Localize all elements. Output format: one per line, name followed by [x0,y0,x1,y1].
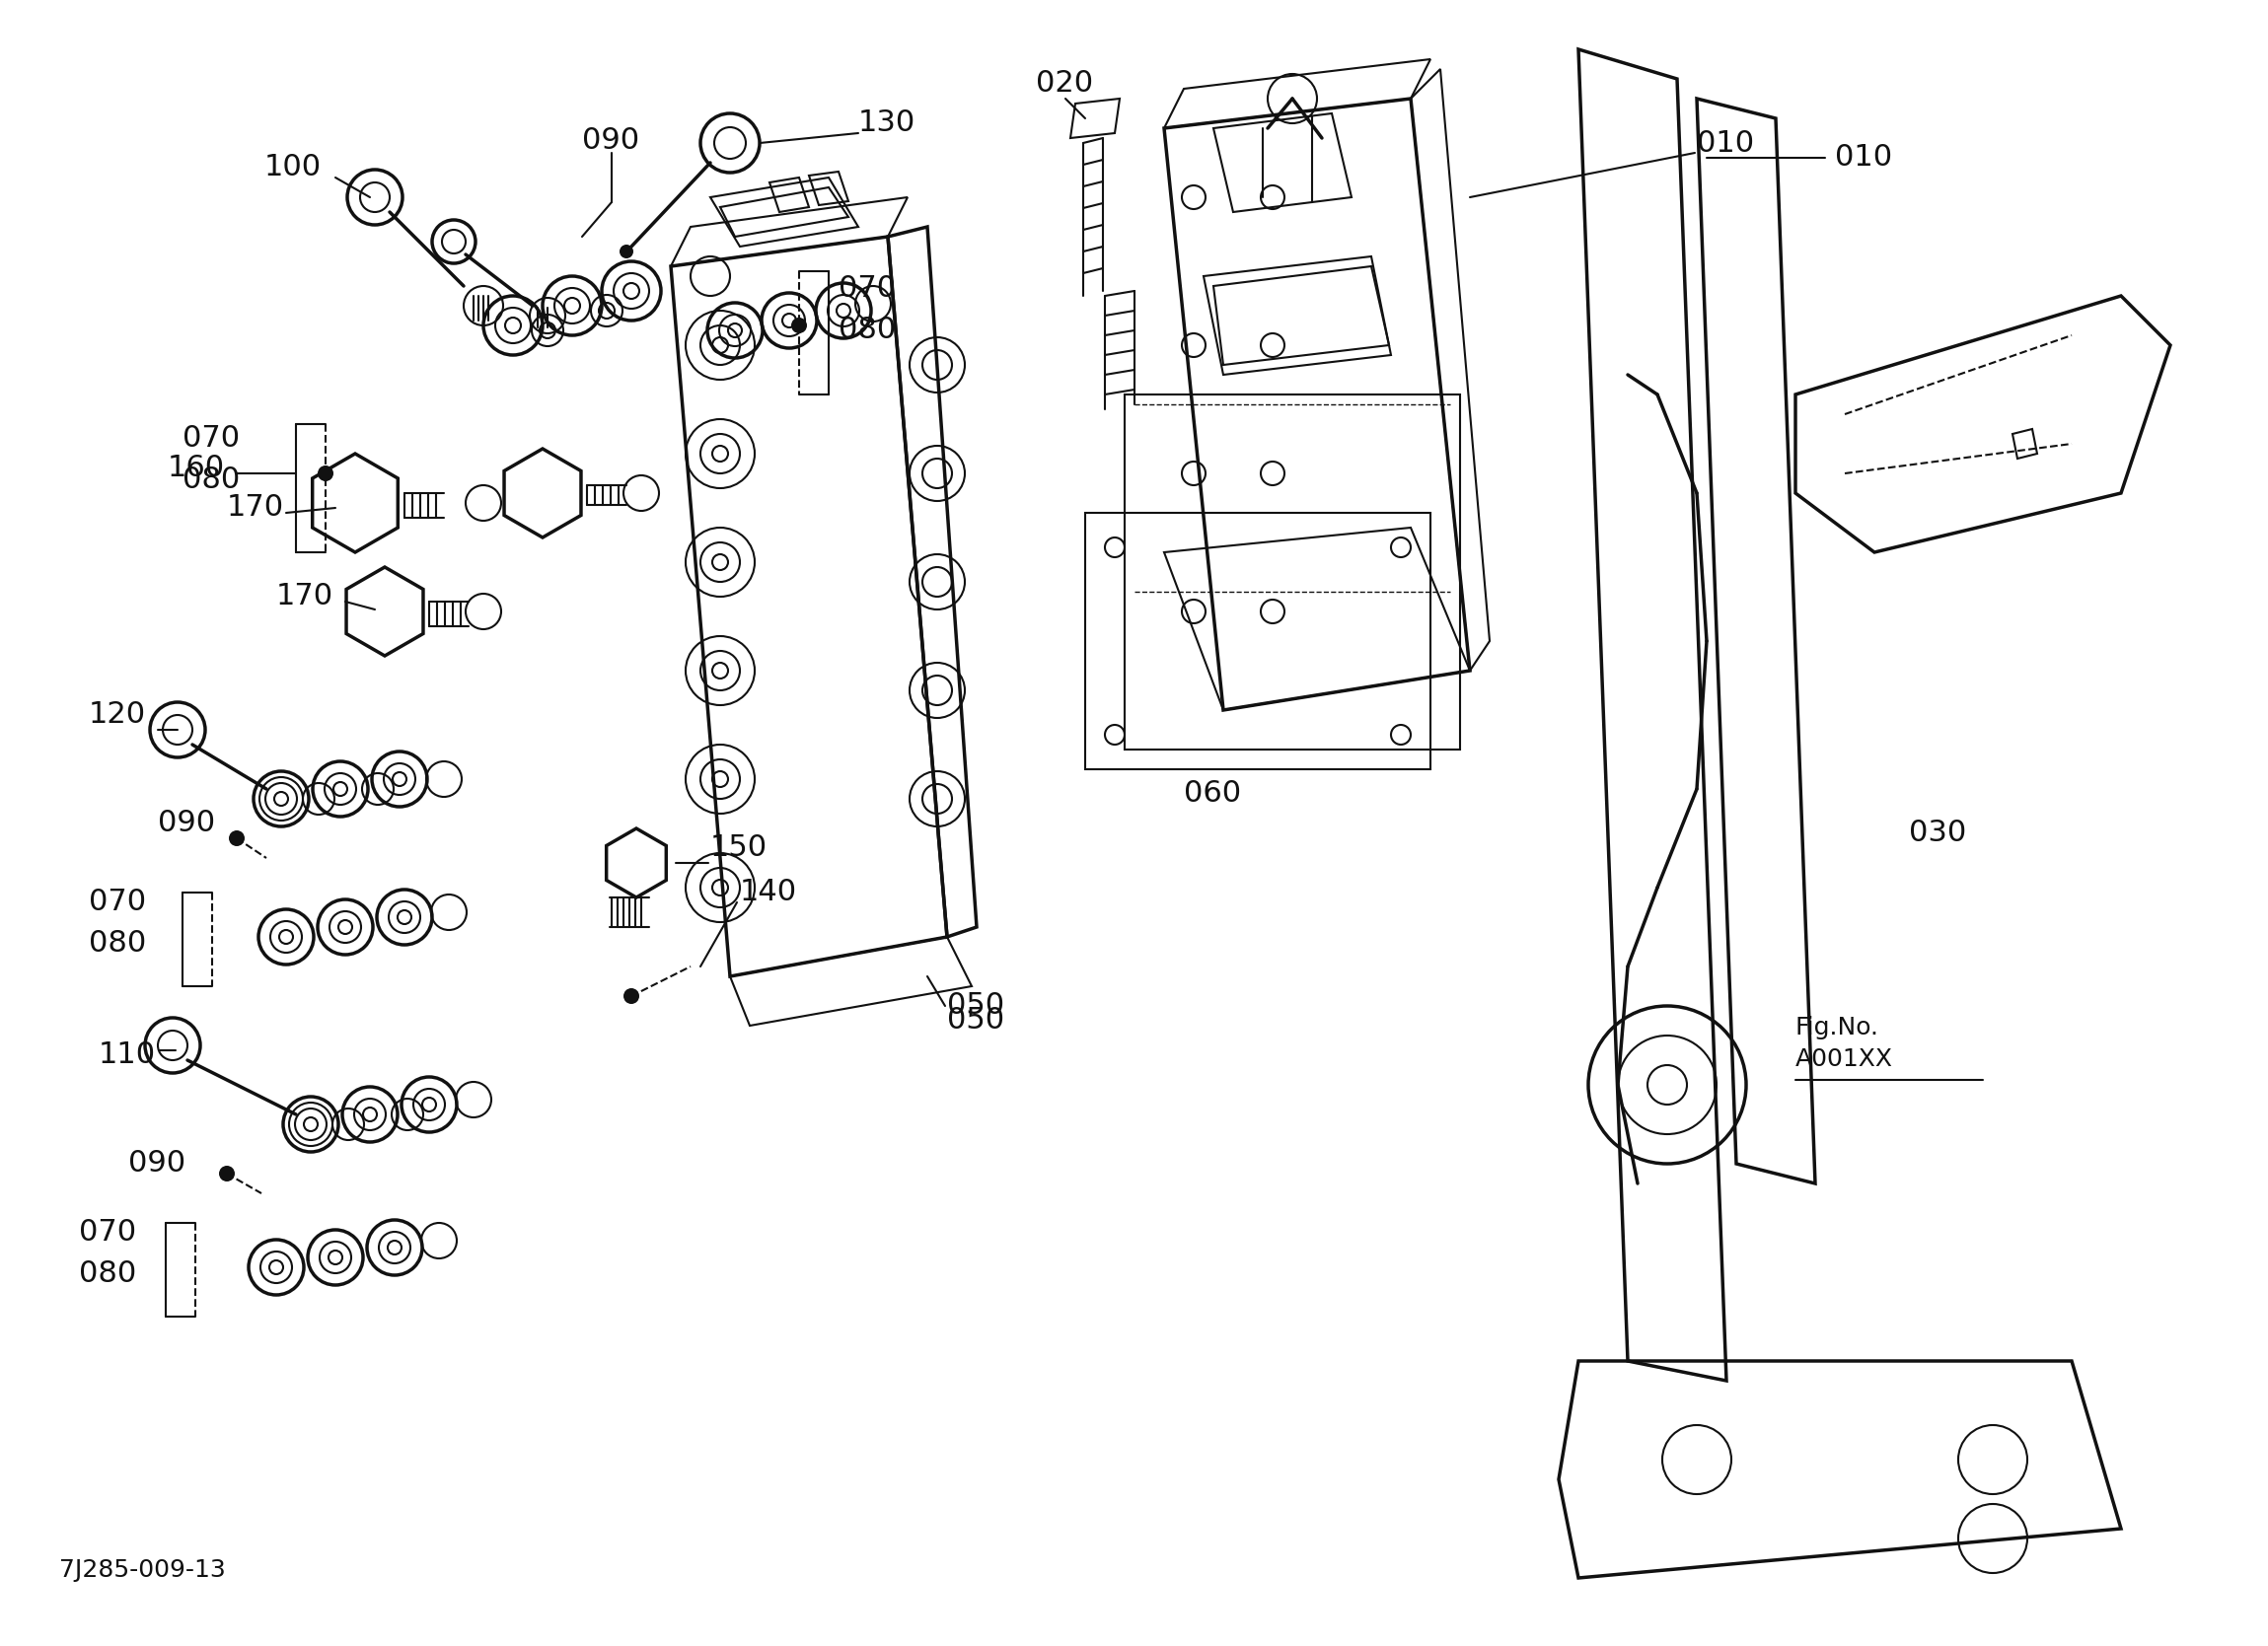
Circle shape [792,318,807,334]
Text: Fig.No.: Fig.No. [1796,1016,1880,1040]
Text: 7J285-009-13: 7J285-009-13 [59,1559,225,1582]
Text: A001XX: A001XX [1796,1047,1894,1072]
Text: 080: 080 [88,928,145,958]
Text: 060: 060 [1184,779,1241,808]
Text: 140: 140 [739,877,798,907]
Text: 130: 130 [857,109,916,137]
Text: 070: 070 [79,1218,136,1246]
Text: 170: 170 [227,494,284,522]
Text: 160: 160 [168,454,225,482]
Text: 080: 080 [181,466,240,494]
Text: 050: 050 [948,1006,1005,1035]
Text: 070: 070 [839,275,896,303]
Text: 080: 080 [839,316,896,344]
Circle shape [318,466,333,481]
Circle shape [624,988,640,1004]
Text: 020: 020 [1036,69,1093,97]
Text: 070: 070 [88,887,145,917]
Text: 100: 100 [265,153,322,181]
Circle shape [229,830,245,846]
Text: 090: 090 [583,127,640,155]
Text: 150: 150 [710,833,767,863]
Text: 110: 110 [98,1040,156,1068]
Text: 070: 070 [181,425,240,453]
Text: 080: 080 [79,1259,136,1289]
Circle shape [220,1165,236,1182]
Text: 170: 170 [277,583,333,611]
Text: 010: 010 [1696,128,1753,158]
Text: 120: 120 [88,700,145,729]
Text: 090: 090 [159,808,215,838]
Text: 030: 030 [1910,818,1966,848]
Text: 010: 010 [1835,143,1892,173]
Circle shape [619,245,633,258]
Text: 050: 050 [948,991,1005,1021]
Text: 090: 090 [129,1149,186,1177]
